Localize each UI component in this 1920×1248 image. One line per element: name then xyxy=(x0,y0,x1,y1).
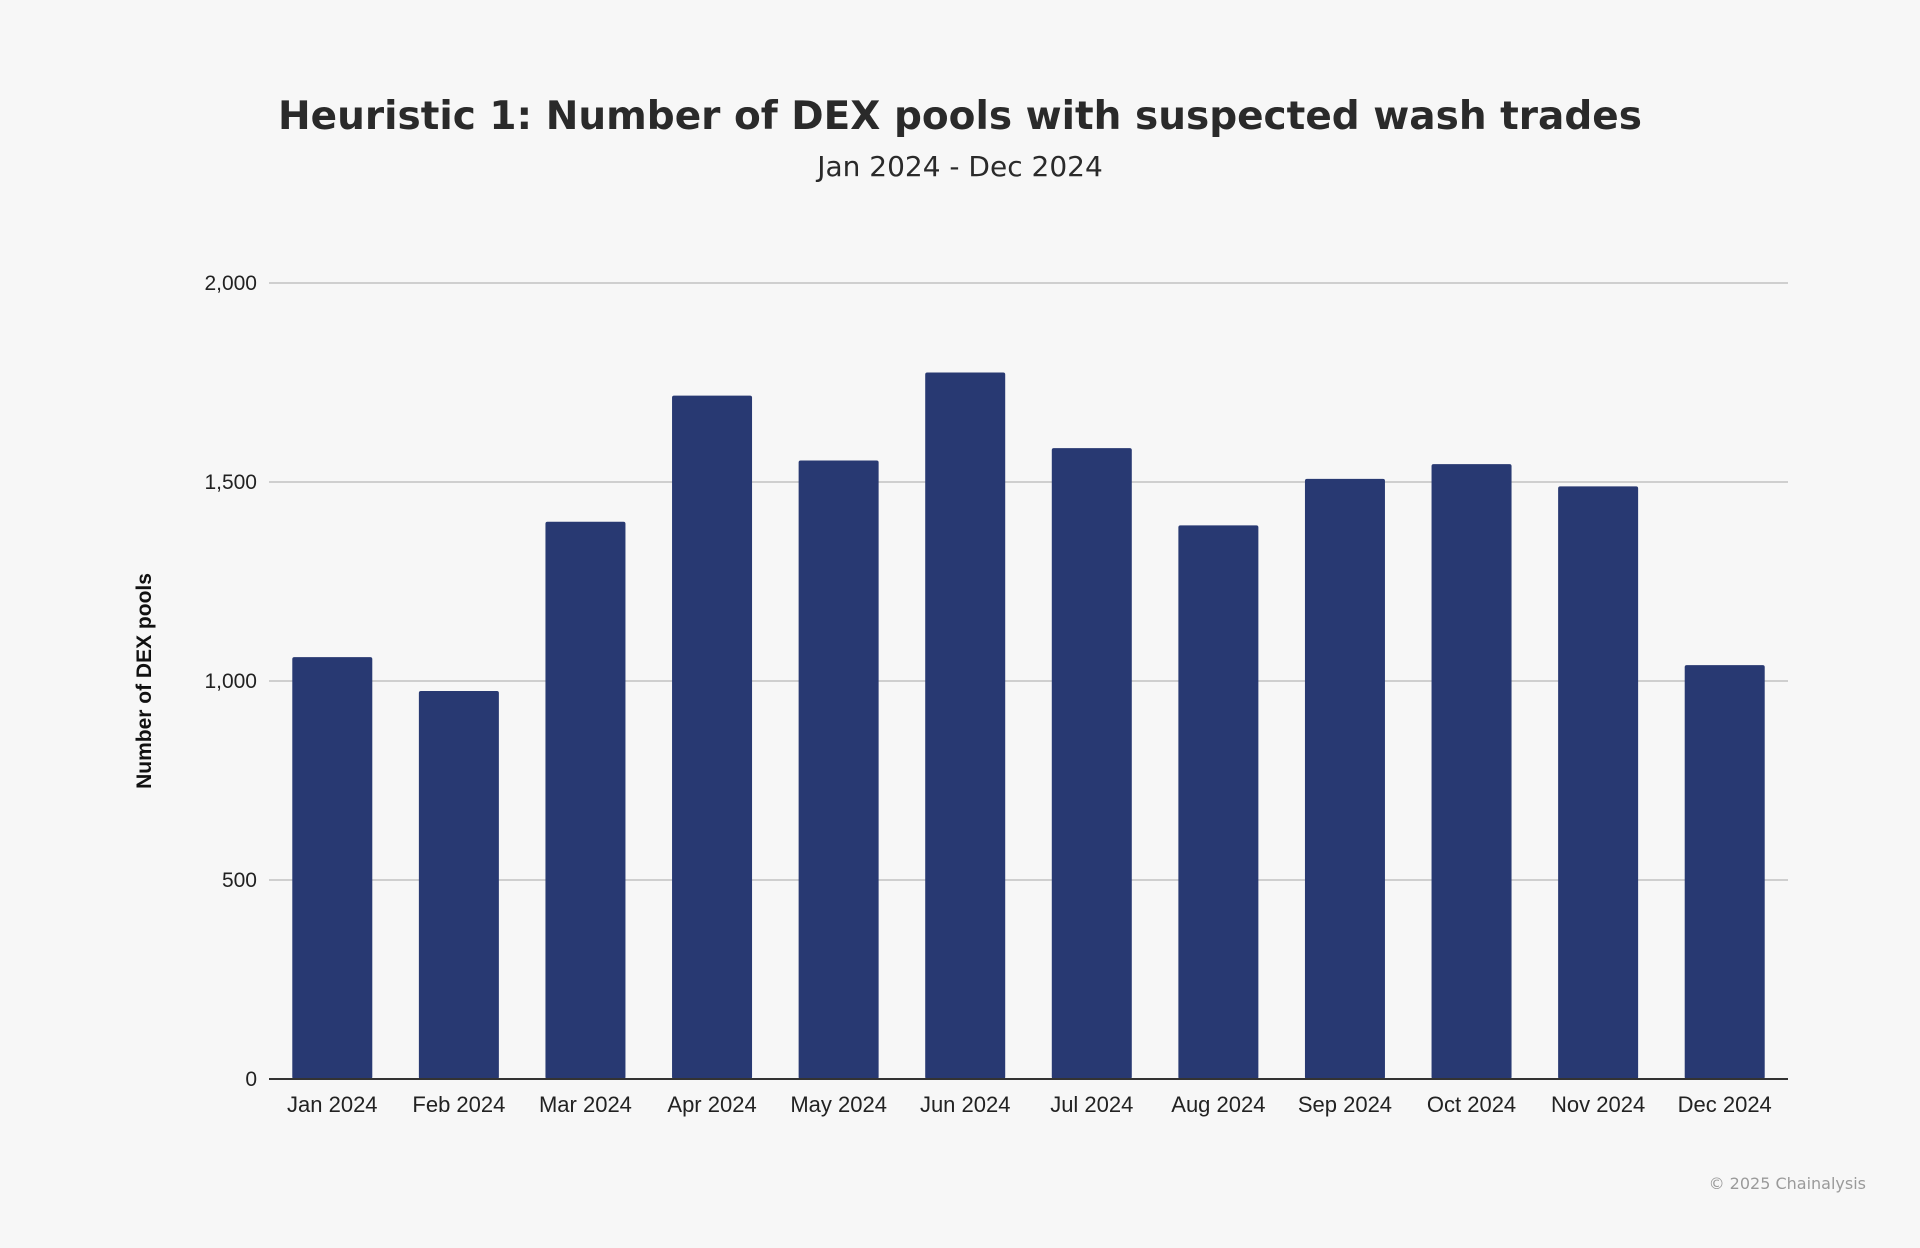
x-tick-label: Nov 2024 xyxy=(1551,1092,1645,1117)
bar-jun-2024 xyxy=(925,372,1006,1079)
x-tick-label: Aug 2024 xyxy=(1171,1092,1265,1117)
bar-sep-2024 xyxy=(1304,478,1385,1079)
chart-subtitle: Jan 2024 - Dec 2024 xyxy=(817,150,1103,183)
bar-oct-2024 xyxy=(1431,464,1512,1080)
x-tick-label: Jun 2024 xyxy=(920,1092,1011,1117)
bar-dec-2024 xyxy=(1684,665,1765,1079)
bar-apr-2024 xyxy=(672,395,753,1079)
bar-mar-2024 xyxy=(545,521,626,1079)
x-tick-label: Jan 2024 xyxy=(287,1092,378,1117)
x-tick-label: Jul 2024 xyxy=(1050,1092,1133,1117)
x-tick-label: Dec 2024 xyxy=(1678,1092,1772,1117)
bar-feb-2024 xyxy=(418,690,499,1079)
y-axis-label: Number of DEX pools xyxy=(133,573,156,789)
x-tick-label: May 2024 xyxy=(790,1092,887,1117)
y-tick-label: 1,000 xyxy=(204,670,257,693)
bar-jul-2024 xyxy=(1051,448,1132,1079)
bar-may-2024 xyxy=(798,460,879,1079)
bar-aug-2024 xyxy=(1178,525,1259,1079)
y-tick-label: 2,000 xyxy=(204,272,257,295)
x-tick-label: Sep 2024 xyxy=(1298,1092,1392,1117)
copyright-footer: © 2025 Chainalysis xyxy=(1708,1174,1866,1193)
y-tick-label: 1,500 xyxy=(204,471,257,494)
y-tick-label: 500 xyxy=(222,869,257,892)
y-tick-label: 0 xyxy=(245,1068,257,1091)
chart-title: Heuristic 1: Number of DEX pools with su… xyxy=(278,94,1642,139)
x-tick-label: Oct 2024 xyxy=(1427,1092,1516,1117)
bar-nov-2024 xyxy=(1558,486,1639,1079)
x-tick-label: Mar 2024 xyxy=(539,1092,632,1117)
bar-jan-2024 xyxy=(292,657,373,1079)
x-tick-label: Feb 2024 xyxy=(412,1092,505,1117)
x-tick-label: Apr 2024 xyxy=(667,1092,756,1117)
